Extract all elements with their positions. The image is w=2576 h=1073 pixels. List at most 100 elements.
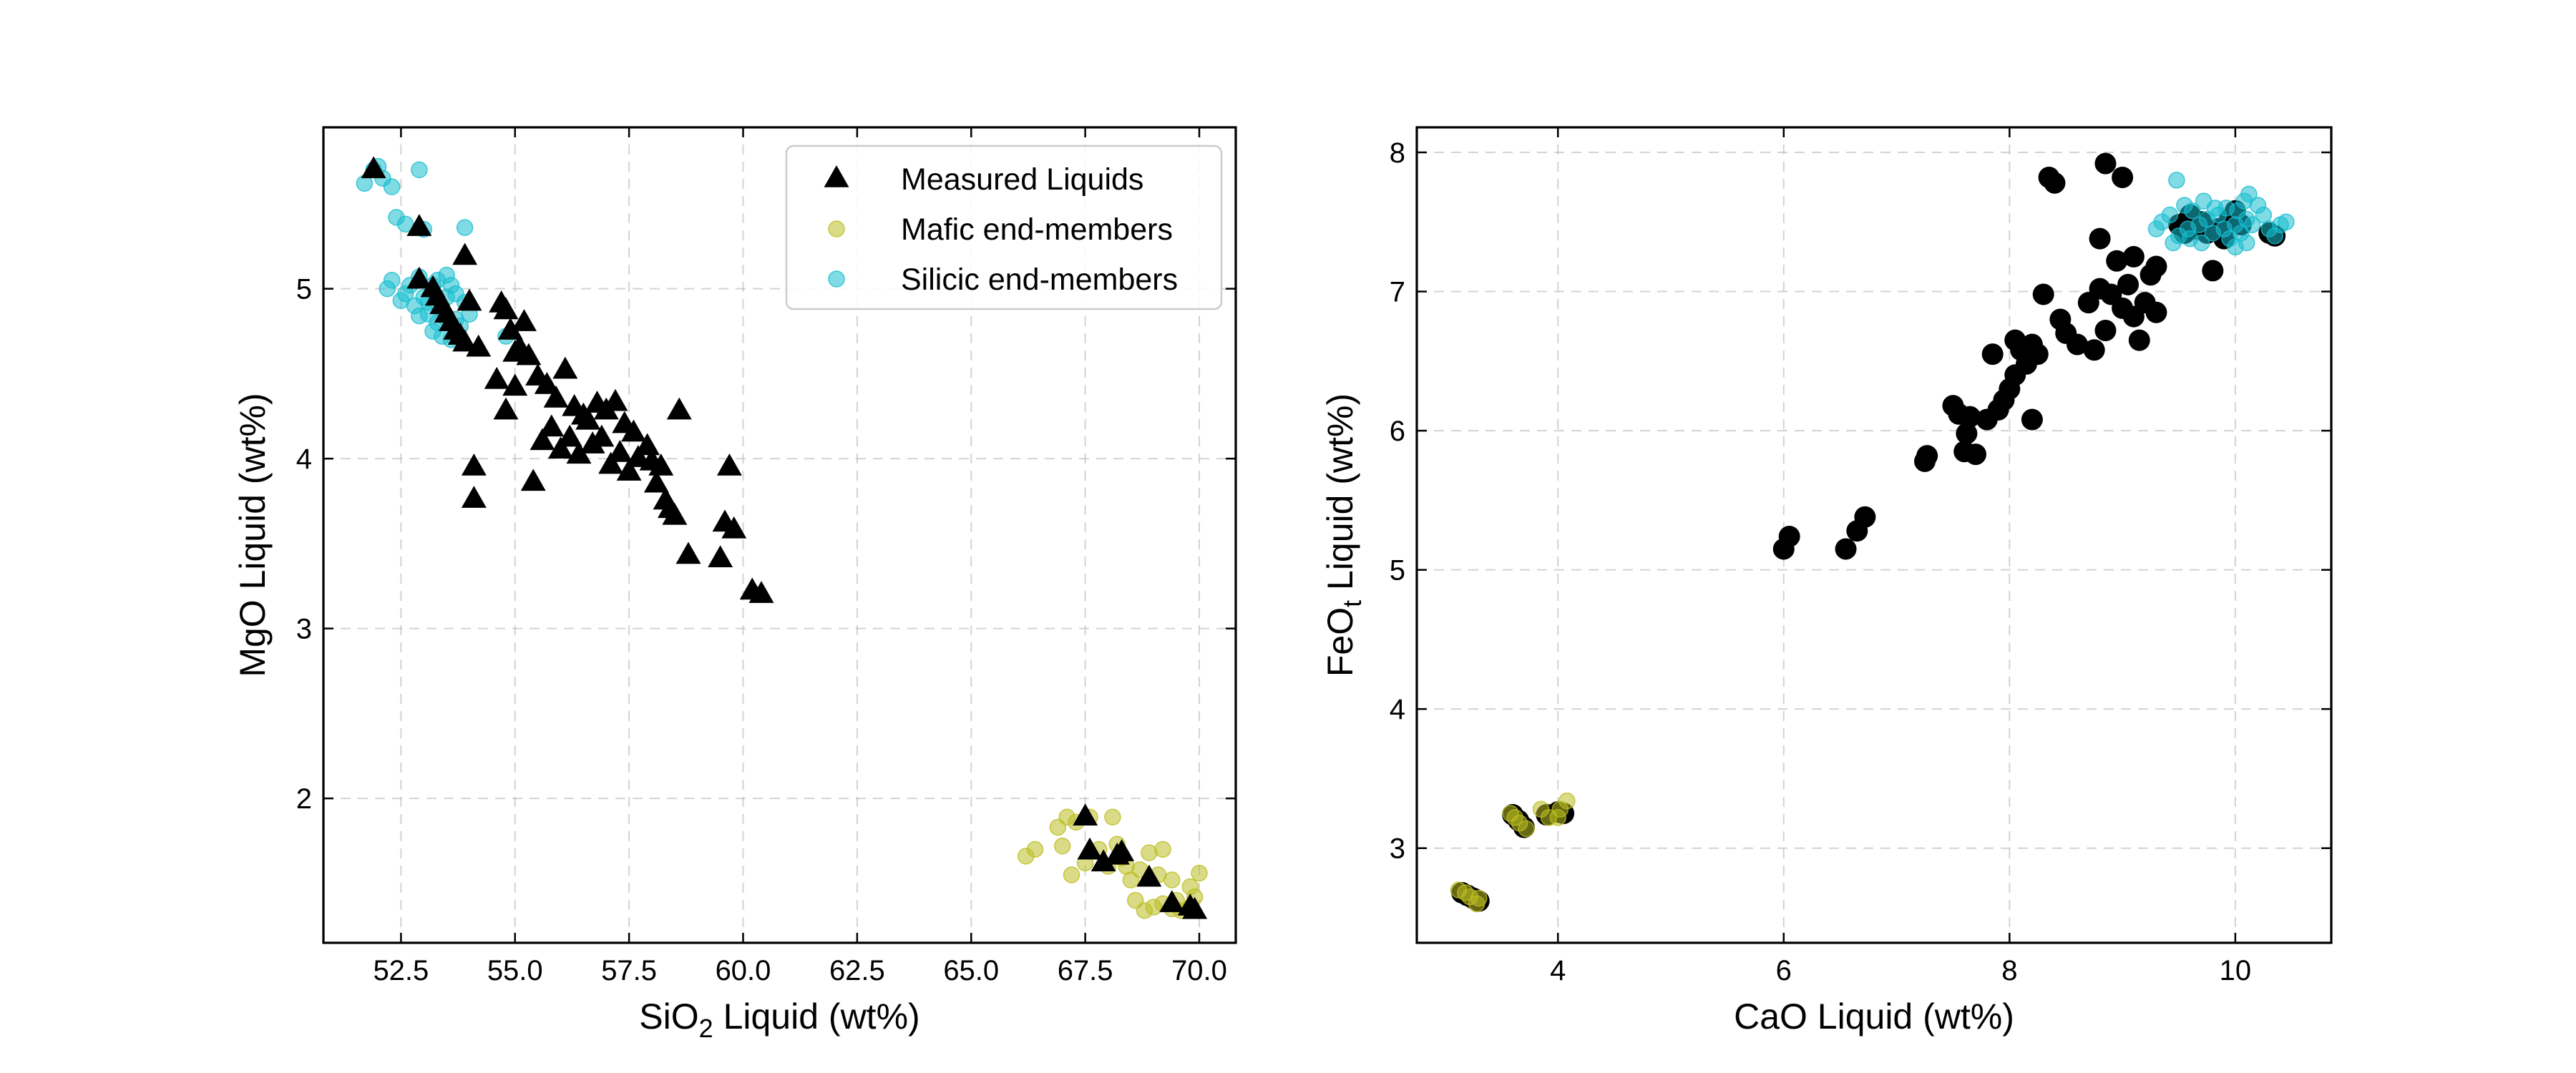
data-point (2278, 213, 2295, 231)
data-point (1558, 792, 1576, 810)
data-point (1026, 841, 1044, 858)
data-point (502, 373, 528, 396)
x-tick-label: 8 (2001, 955, 2017, 986)
data-point (452, 242, 478, 265)
data-point (438, 266, 455, 284)
legend-label-mafic-end-members: Mafic end-members (901, 212, 1173, 247)
data-point (607, 440, 633, 462)
data-point (2083, 339, 2105, 361)
series-silicic-end-members (2147, 172, 2295, 256)
data-point (1518, 820, 1535, 838)
data-point (589, 424, 615, 447)
data-point (2117, 273, 2139, 295)
data-point (1182, 896, 1208, 919)
data-point (2192, 234, 2210, 252)
data-point (2094, 152, 2117, 175)
data-point (543, 386, 569, 408)
legend-box (785, 144, 1223, 310)
data-point (1136, 864, 1162, 887)
data-point (539, 414, 565, 437)
data-point (2240, 185, 2258, 203)
legend-label-measured-liquids: Measured Liquids (901, 162, 1143, 197)
y-tick-label: 5 (296, 274, 312, 305)
data-point (648, 454, 674, 476)
data-point (1191, 864, 1208, 882)
data-point (2184, 202, 2201, 220)
data-point (1778, 525, 1800, 547)
x-tick-label: 10 (2220, 955, 2252, 986)
data-point (397, 215, 414, 233)
data-point (2094, 320, 2117, 342)
data-point (575, 407, 601, 430)
data-point (566, 441, 592, 464)
data-point (2089, 227, 2111, 250)
y-tick-label: 7 (1390, 277, 1405, 308)
data-point (2145, 255, 2167, 278)
data-point (708, 545, 733, 568)
data-point (2145, 301, 2167, 323)
data-point (406, 214, 432, 236)
data-point (1141, 844, 1158, 861)
y-tick-label: 3 (296, 614, 312, 645)
data-point (1916, 445, 1938, 467)
data-point (675, 542, 701, 564)
legend-marker (828, 270, 845, 288)
data-point (411, 307, 428, 325)
data-point (2238, 234, 2255, 252)
data-point (493, 397, 519, 420)
data-point (2202, 260, 2224, 282)
legend-marker (828, 220, 845, 237)
y-axis-label: FeOt Liquid (wt%) (1320, 393, 1367, 677)
data-point (1959, 406, 1981, 428)
x-axis-label: CaO Liquid (wt%) (1734, 996, 2014, 1037)
data-point (520, 469, 546, 491)
x-tick-label: 65.0 (943, 955, 999, 986)
y-tick-label: 4 (1390, 694, 1405, 725)
x-tick-label: 62.5 (829, 955, 885, 986)
data-point (466, 334, 492, 357)
data-point (1956, 422, 1978, 444)
data-point (662, 502, 688, 525)
data-point (457, 288, 482, 311)
legend: Measured Liquids Mafic end-members Silicic… (785, 144, 1223, 310)
data-point (456, 219, 474, 236)
data-point (461, 486, 487, 508)
data-point (447, 285, 464, 303)
data-point (548, 436, 573, 459)
data-point (716, 454, 742, 476)
data-point (552, 356, 578, 379)
mgo-vs-sio2-panel: 52.5 55.0 57.5 60.0 62.5 65.0 67.5 70.0 2 3 4 5 SiO2… (233, 126, 1237, 1043)
data-point (2255, 206, 2273, 224)
x-axis-label: SiO2 Liquid (wt%) (639, 996, 919, 1043)
data-point (461, 454, 487, 476)
data-point (2165, 234, 2182, 252)
data-point (2122, 245, 2145, 268)
x-tick-label: 67.5 (1058, 955, 1113, 986)
data-point (721, 516, 747, 539)
data-point (1965, 444, 1986, 466)
x-tick-label: 55.0 (487, 955, 543, 986)
data-point (1854, 506, 1876, 528)
data-point (2106, 250, 2128, 272)
data-point (361, 156, 386, 179)
data-point (383, 272, 401, 289)
feot-vs-cao-panel: 4 6 8 10 3 4 5 6 7 8 CaO Liquid (wt%) FeOt Liquid (… (1320, 126, 2333, 1037)
data-point (635, 433, 660, 456)
data-point (666, 397, 692, 420)
data-point (557, 424, 582, 447)
y-axis-label: MgO Liquid (wt%) (233, 393, 273, 677)
data-point (1077, 837, 1103, 860)
data-point (621, 419, 646, 442)
data-point (2243, 216, 2261, 233)
plot-frame (322, 126, 1237, 944)
data-point (2161, 206, 2179, 224)
data-point (2026, 343, 2049, 366)
x-tick-label: 70.0 (1171, 955, 1227, 986)
data-point (411, 161, 428, 179)
x-tick-label: 4 (1550, 955, 1566, 986)
data-point (602, 388, 628, 411)
data-point (2112, 167, 2134, 189)
series-mafic-end-members (1450, 792, 1576, 913)
data-point (1073, 803, 1098, 826)
y-tick-label: 8 (1390, 137, 1405, 169)
